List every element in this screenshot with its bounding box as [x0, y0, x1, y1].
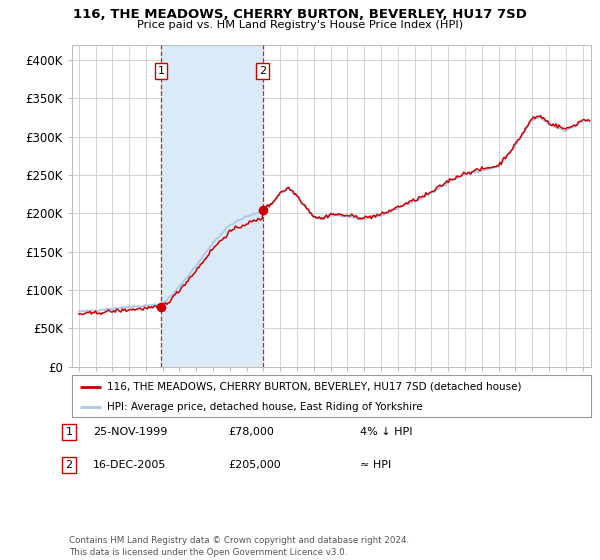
Text: HPI: Average price, detached house, East Riding of Yorkshire: HPI: Average price, detached house, East…: [107, 402, 423, 412]
Text: 1: 1: [65, 427, 73, 437]
Text: 2: 2: [65, 460, 73, 470]
Text: ≈ HPI: ≈ HPI: [360, 460, 391, 470]
Text: 116, THE MEADOWS, CHERRY BURTON, BEVERLEY, HU17 7SD: 116, THE MEADOWS, CHERRY BURTON, BEVERLE…: [73, 8, 527, 21]
Text: Contains HM Land Registry data © Crown copyright and database right 2024.
This d: Contains HM Land Registry data © Crown c…: [69, 536, 409, 557]
Text: 116, THE MEADOWS, CHERRY BURTON, BEVERLEY, HU17 7SD (detached house): 116, THE MEADOWS, CHERRY BURTON, BEVERLE…: [107, 381, 522, 391]
Text: 2: 2: [259, 66, 266, 76]
Text: 25-NOV-1999: 25-NOV-1999: [93, 427, 167, 437]
Text: 1: 1: [158, 66, 164, 76]
Text: £78,000: £78,000: [228, 427, 274, 437]
Text: £205,000: £205,000: [228, 460, 281, 470]
Bar: [161, 45, 263, 367]
Text: 16-DEC-2005: 16-DEC-2005: [93, 460, 166, 470]
Text: Price paid vs. HM Land Registry's House Price Index (HPI): Price paid vs. HM Land Registry's House …: [137, 20, 463, 30]
Text: 4% ↓ HPI: 4% ↓ HPI: [360, 427, 413, 437]
